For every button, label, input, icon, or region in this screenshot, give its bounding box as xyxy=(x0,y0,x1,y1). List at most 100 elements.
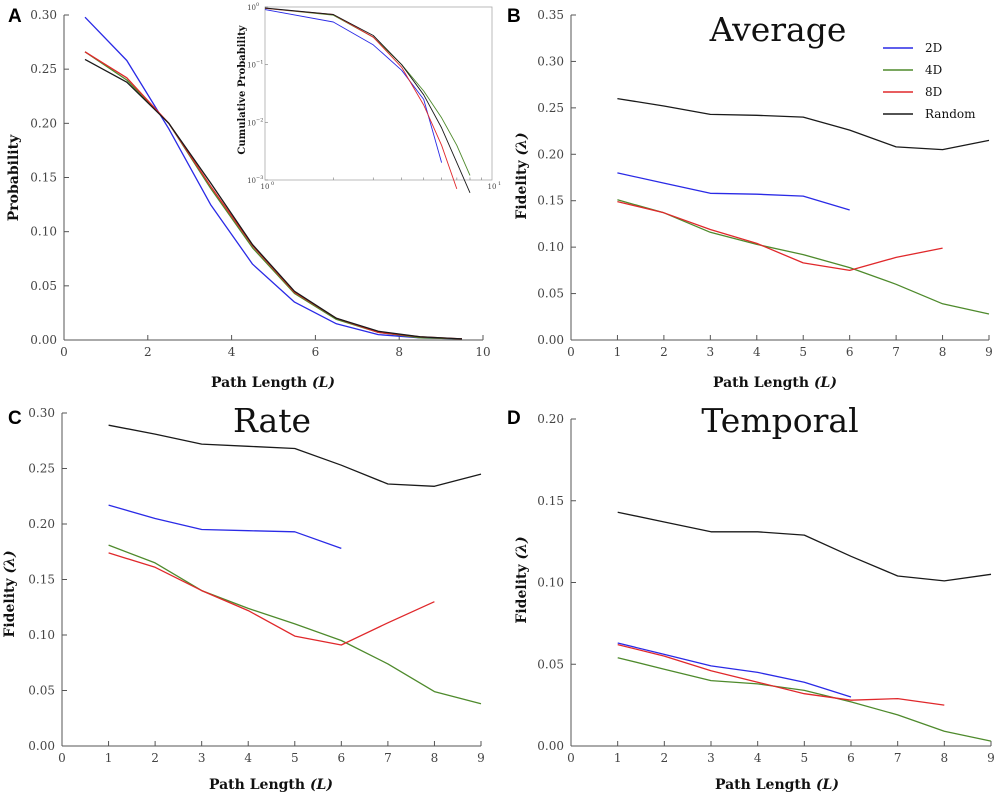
panel-c-ylabel: Fidelity (λ) xyxy=(2,550,18,637)
y-tick-label: 0.00 xyxy=(30,333,57,347)
x-tick-label: 6 xyxy=(847,751,855,765)
y-tick-label: 0.15 xyxy=(537,194,564,208)
panel-a-xlabel: Path Length (L) xyxy=(211,375,335,391)
y-tick-label: 0.00 xyxy=(28,739,55,753)
inset-x-tick-label: 10 xyxy=(261,183,270,191)
x-tick-label: 3 xyxy=(707,751,715,765)
panel-b-xlabel: Path Length (L) xyxy=(713,375,837,391)
y-tick-label: 0.20 xyxy=(28,517,55,531)
inset-frame xyxy=(264,6,493,181)
series-line-8d xyxy=(108,552,435,646)
y-tick-label: 0.20 xyxy=(30,116,57,130)
series-line-4d xyxy=(108,544,482,705)
inset-x-tick-exp: 1 xyxy=(498,181,501,187)
inset-ylabel: Cumulative Probability xyxy=(237,24,248,154)
panel-c-plot: 0 1 2 3 4 5 6 7 8 9 0.00 0.05 0.10 0.15 0.20 0.25 0.30 xyxy=(28,406,485,765)
panel-letter-d: D xyxy=(507,408,521,429)
panel-title-average: Average xyxy=(709,10,847,49)
x-tick-label: 7 xyxy=(894,751,902,765)
y-tick-label: 0.20 xyxy=(537,147,564,161)
x-tick-label: 0 xyxy=(58,751,66,765)
y-tick-label: 0.15 xyxy=(28,573,55,587)
legend-label-random: Random xyxy=(925,107,976,121)
inset-y-tick-label: 10 xyxy=(247,62,256,70)
panel-letter-a: A xyxy=(8,6,22,27)
inset-x-tick-exp: 0 xyxy=(271,181,274,187)
x-tick-label: 6 xyxy=(312,345,320,359)
y-tick-label: 0.30 xyxy=(30,8,57,22)
inset-x-tick-label: 10 xyxy=(488,183,497,191)
legend-label-4d: 4D xyxy=(925,63,942,77)
x-tick-label: 1 xyxy=(614,345,622,359)
panel-c-xlabel: Path Length (L) xyxy=(209,777,333,793)
x-tick-label: 0 xyxy=(567,751,575,765)
x-tick-label: 2 xyxy=(660,345,668,359)
panel-b-ylabel: Fidelity (λ) xyxy=(514,132,530,219)
series-line-random xyxy=(108,424,482,487)
x-tick-label: 0 xyxy=(567,345,575,359)
panel-d-ylabel: Fidelity (λ) xyxy=(514,536,530,623)
x-tick-label: 9 xyxy=(987,751,995,765)
legend: 2D 4D 8D Random xyxy=(883,41,976,121)
y-tick-label: 0.15 xyxy=(30,171,57,185)
x-tick-label: 10 xyxy=(475,345,490,359)
panel-letter-c: C xyxy=(8,408,22,429)
y-tick-label: 0.10 xyxy=(30,225,57,239)
y-tick-label: 0.30 xyxy=(537,54,564,68)
x-tick-label: 3 xyxy=(198,751,206,765)
inset-y-tick-label: 10 xyxy=(247,177,256,185)
panel-title-temporal: Temporal xyxy=(701,401,858,440)
x-tick-label: 9 xyxy=(985,345,993,359)
inset-series-line-2d xyxy=(264,9,443,163)
y-tick-label: 0.05 xyxy=(537,657,564,671)
x-tick-label: 1 xyxy=(614,751,622,765)
inset-series-line-4d xyxy=(264,7,471,176)
x-tick-label: 9 xyxy=(477,751,485,765)
x-tick-label: 1 xyxy=(105,751,113,765)
x-tick-label: 5 xyxy=(291,751,299,765)
y-tick-label: 0.15 xyxy=(537,494,564,508)
inset-series-line-random xyxy=(264,7,471,193)
panel-letter-b: B xyxy=(507,6,521,27)
x-tick-label: 7 xyxy=(892,345,900,359)
x-tick-label: 8 xyxy=(941,751,949,765)
inset-y-tick-exp: −1 xyxy=(256,60,263,66)
legend-label-2d: 2D xyxy=(925,41,942,55)
y-tick-label: 0.25 xyxy=(30,62,57,76)
series-line-2d xyxy=(108,504,342,550)
y-tick-label: 0.00 xyxy=(537,739,564,753)
series-line-2d xyxy=(84,16,463,340)
x-tick-label: 8 xyxy=(939,345,947,359)
series-line-8d xyxy=(617,200,943,272)
x-tick-label: 8 xyxy=(395,345,403,359)
x-tick-label: 2 xyxy=(151,751,159,765)
x-tick-label: 3 xyxy=(707,345,715,359)
y-tick-label: 0.00 xyxy=(537,333,564,347)
x-tick-label: 4 xyxy=(244,751,252,765)
panel-title-rate: Rate xyxy=(233,401,311,440)
series-line-random xyxy=(617,97,990,151)
x-tick-label: 5 xyxy=(799,345,807,359)
inset-y-tick-label: 10 xyxy=(247,4,256,12)
x-tick-label: 8 xyxy=(431,751,439,765)
y-tick-label: 0.10 xyxy=(537,576,564,590)
y-tick-label: 0.25 xyxy=(537,101,564,115)
panel-d-plot: 0 1 2 3 4 5 6 7 8 9 0.00 0.05 0.10 0.15 0.20 xyxy=(537,412,995,765)
y-tick-label: 0.05 xyxy=(28,684,55,698)
legend-label-8d: 8D xyxy=(925,85,942,99)
x-tick-label: 6 xyxy=(338,751,346,765)
panel-a-plot: 0 2 4 6 8 10 0.00 0.05 0.10 0.15 0.20 0.25 0.30 xyxy=(30,8,490,359)
y-tick-label: 0.35 xyxy=(537,8,564,22)
inset-y-tick-exp: −2 xyxy=(256,117,263,123)
x-tick-label: 4 xyxy=(754,751,762,765)
x-tick-label: 6 xyxy=(846,345,854,359)
y-tick-label: 0.05 xyxy=(537,287,564,301)
series-line-8d xyxy=(617,643,945,706)
series-line-random xyxy=(84,58,463,340)
series-line-2d xyxy=(617,172,850,211)
y-tick-label: 0.05 xyxy=(30,279,57,293)
inset-y-tick-exp: −3 xyxy=(256,175,263,181)
x-tick-label: 4 xyxy=(753,345,761,359)
y-tick-label: 0.30 xyxy=(28,406,55,420)
